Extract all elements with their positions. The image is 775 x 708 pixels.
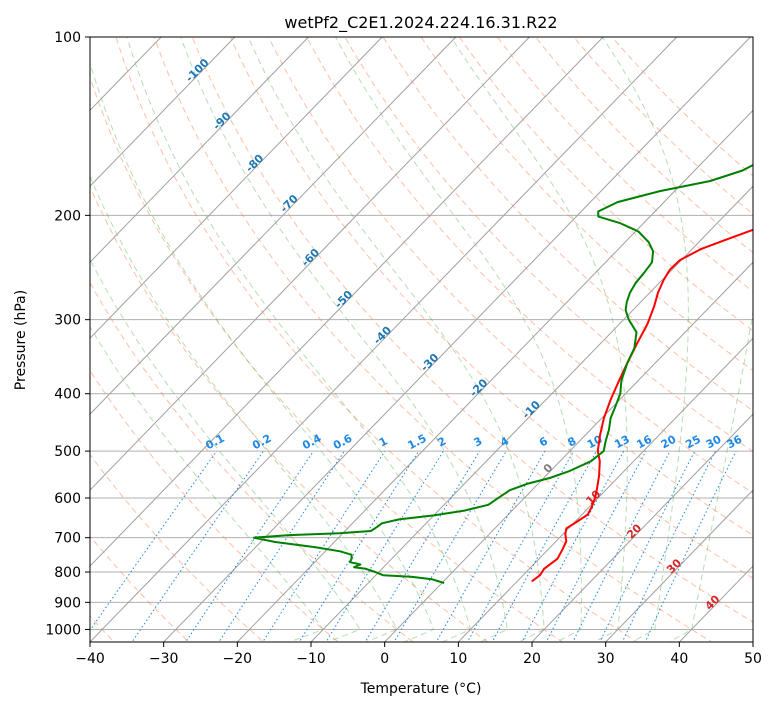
dry-adiabat (90, 75, 564, 642)
x-tick-label: −20 (223, 651, 253, 667)
moist-adiabat (180, 37, 508, 642)
sounding-profiles (252, 163, 753, 584)
mixing-ratio-line (185, 450, 314, 642)
y-tick-label: 800 (54, 565, 81, 581)
moist-adiabat (90, 61, 435, 642)
mixing-ratio-line (466, 450, 575, 642)
mixing-ratio-label: 13 (612, 433, 632, 452)
horizontal-gridlines (90, 37, 753, 630)
y-tick-label: 200 (54, 208, 81, 224)
isotherm-line (90, 37, 236, 187)
x-tick-label: 0 (380, 651, 389, 667)
moist-adiabat (668, 309, 753, 642)
mixing-ratio-line (644, 450, 737, 642)
isotherm-line (90, 37, 678, 642)
mixing-ratio-line (262, 450, 386, 642)
isotherm-line (457, 337, 753, 642)
chart-title: wetPf2_C2E1.2024.224.16.31.R22 (284, 13, 557, 33)
plot-area: -100-90-80-70-60-50-40-30-20-10010203040… (90, 37, 753, 642)
moist-adiabats (90, 37, 753, 642)
mixing-ratio-line (90, 450, 218, 632)
isotherm-line (90, 37, 604, 567)
mixing-ratio-line (491, 450, 597, 642)
y-axis-ticks: 100 200 300 400 500 600 700 800 900 1000 (45, 30, 90, 638)
dry-adiabat (420, 37, 753, 372)
x-tick-label: −10 (296, 651, 326, 667)
mixing-ratio-line (393, 450, 507, 642)
y-tick-label: 300 (54, 313, 81, 329)
plot-frame (89, 36, 754, 643)
mixing-ratio-label: 16 (634, 433, 654, 452)
dry-adiabat (191, 37, 753, 623)
dewpoint-profile-line (252, 163, 753, 584)
isotherm-line (90, 37, 383, 339)
isotherm-line (90, 37, 309, 263)
dry-adiabat (458, 37, 753, 332)
moist-adiabat (90, 258, 361, 642)
dry-adiabat (382, 37, 753, 412)
y-tick-label: 700 (54, 531, 81, 547)
dry-adiabat (229, 37, 753, 579)
isotherm-line (310, 185, 753, 642)
moist-adiabat (450, 37, 628, 642)
x-tick-label: 50 (744, 651, 762, 667)
mixing-ratio-label: 20 (659, 433, 679, 452)
isotherm-line (90, 37, 457, 415)
x-tick-label: −30 (149, 651, 179, 667)
dry-adiabat (535, 37, 753, 254)
dry-adiabat (90, 369, 340, 642)
moist-adiabat (247, 37, 545, 642)
dry-adiabat (90, 281, 414, 642)
mixing-ratio-line (364, 450, 481, 642)
isotherm-line (604, 489, 753, 642)
isotherm-line (162, 37, 751, 642)
mixing-ratio-line (572, 450, 671, 642)
x-axis-ticks: −40 −30 −20 −10 0 10 20 30 40 50 (75, 642, 762, 667)
moist-adiabat (335, 37, 582, 642)
moist-adiabat (126, 37, 472, 642)
dry-adiabat (268, 37, 753, 536)
isotherm-line (531, 413, 753, 642)
mixing-ratio-label: 36 (725, 433, 745, 452)
temperature-profile-line (531, 228, 753, 583)
isotherm-line (236, 109, 753, 642)
isotherms (90, 37, 753, 642)
y-tick-label: 100 (54, 30, 81, 46)
x-tick-label: 30 (597, 651, 615, 667)
y-tick-label: 400 (54, 387, 81, 403)
x-tick-label: 20 (523, 651, 541, 667)
mixing-ratio-line (218, 450, 345, 642)
dry-adiabat (344, 37, 753, 453)
mixing-ratio-line (435, 450, 546, 642)
y-tick-label: 500 (54, 444, 81, 460)
dry-adiabats (90, 37, 753, 642)
dry-adiabat (90, 535, 190, 642)
y-tick-label: 600 (54, 491, 81, 507)
mixing-ratio-label: 25 (683, 433, 703, 452)
mixing-ratio-line (131, 450, 264, 642)
moist-adiabat (90, 175, 398, 642)
mixing-ratio-label: 30 (704, 433, 724, 452)
dry-adiabat (497, 37, 753, 293)
isotherm-line (383, 261, 753, 642)
y-tick-label: 900 (54, 595, 81, 611)
mixing-ratio-lines (90, 450, 737, 642)
moist-adiabat (601, 37, 689, 642)
x-tick-label: −40 (75, 651, 105, 667)
dry-adiabat (115, 37, 638, 642)
moist-adiabat (90, 325, 324, 642)
isotherm-line (90, 37, 530, 491)
mixing-ratio-line (599, 450, 696, 642)
x-axis-label: Temperature (°C) (360, 681, 482, 697)
y-tick-label: 1000 (45, 622, 81, 638)
x-tick-label: 40 (670, 651, 688, 667)
y-axis-label: Pressure (hPa) (13, 290, 29, 390)
mixing-ratio-line (621, 450, 716, 642)
x-tick-label: 10 (449, 651, 467, 667)
